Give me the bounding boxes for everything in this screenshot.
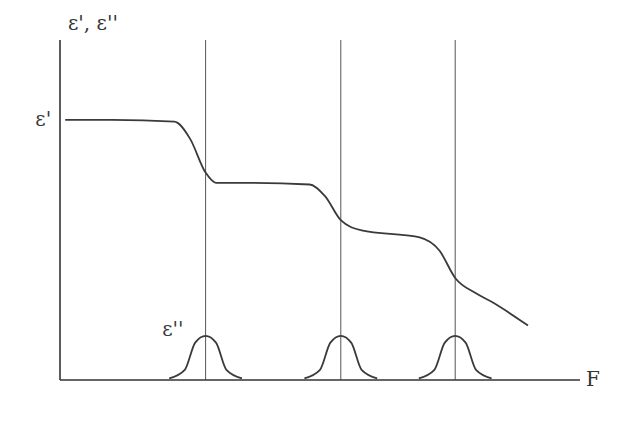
svg-text:ε': ε' — [35, 107, 51, 131]
svg-text:F: F — [586, 367, 600, 391]
svg-text:ε'': ε'' — [162, 317, 183, 341]
svg-text:ε', ε'': ε', ε'' — [68, 11, 118, 35]
